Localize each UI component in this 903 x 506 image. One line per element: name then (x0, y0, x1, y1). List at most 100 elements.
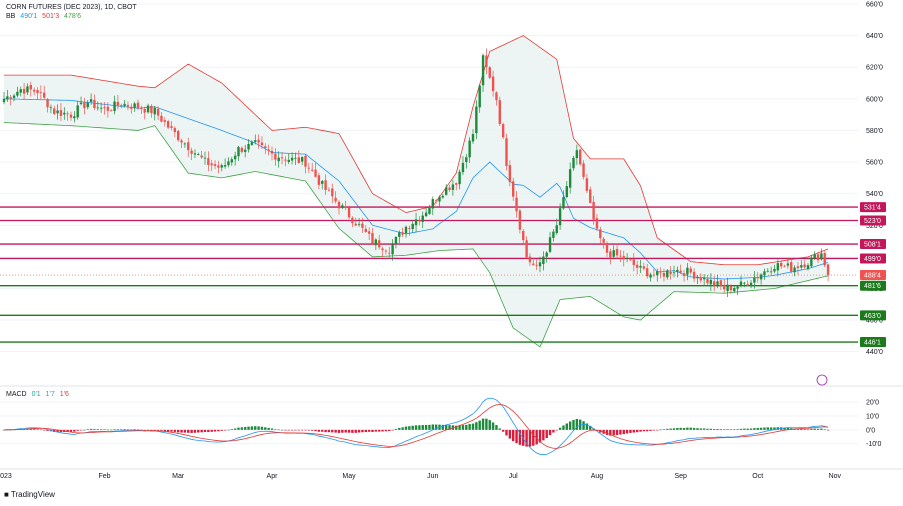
macd-histogram-bar (371, 429, 374, 432)
macd-histogram-bar (491, 422, 495, 430)
macd-pane[interactable] (0, 397, 858, 456)
symbol-title-text: CORN FUTURES (DEC 2023), 1D, CBOT (6, 4, 137, 11)
candle (602, 238, 605, 243)
macd-histogram-bar (240, 427, 244, 430)
macd-histogram-bar (408, 426, 411, 430)
candle (471, 134, 475, 142)
candle (237, 147, 240, 157)
price-label: 531'4 (864, 205, 881, 212)
candle (629, 259, 632, 261)
macd-value-0: 0'1 (31, 391, 41, 398)
candle (441, 195, 445, 198)
macd-histogram-bar (2, 429, 6, 431)
candle (183, 143, 187, 145)
macd-histogram-bar (210, 429, 213, 432)
candle (150, 105, 153, 113)
candle (197, 153, 200, 155)
macd-axis-tick: 20'0 (866, 400, 879, 407)
macd-histogram-bar (672, 428, 676, 430)
price-label-box (860, 310, 886, 321)
candle (113, 101, 116, 112)
macd-histogram-bar (445, 424, 448, 430)
macd-histogram-bar (676, 427, 679, 430)
bb-legend[interactable]: BB 490'1 501'3 478'6 (6, 13, 84, 21)
macd-histogram-bar (361, 429, 364, 433)
candle (766, 270, 769, 272)
macd-histogram-bar (150, 429, 153, 431)
candle (816, 254, 820, 261)
candle (203, 157, 207, 159)
candle (686, 267, 689, 275)
macd-legend[interactable]: MACD 0'1 1'7 1'6 (6, 391, 72, 399)
macd-histogram-bar (475, 422, 478, 430)
macd-histogram-bar (32, 429, 36, 430)
candle (428, 207, 431, 214)
candle (404, 226, 408, 234)
candle (311, 169, 314, 171)
candle (53, 108, 56, 114)
macd-histogram-bar (746, 428, 749, 430)
tradingview-brand: TradingView (10, 490, 55, 499)
candle (820, 253, 823, 260)
macd-histogram-bar (307, 429, 311, 431)
candle (823, 253, 826, 266)
macd-histogram-bar (689, 427, 692, 430)
macd-histogram-bar (267, 427, 270, 430)
macd-histogram-bar (739, 428, 743, 430)
candle (367, 231, 371, 234)
candle (381, 248, 384, 251)
price-label-box (860, 270, 886, 281)
candle (123, 103, 126, 106)
candle (431, 199, 434, 209)
candle (465, 157, 468, 163)
macd-histogram-bar (458, 425, 461, 430)
candle (398, 232, 401, 237)
candle (414, 219, 418, 226)
candle (424, 212, 428, 217)
candle (438, 196, 441, 202)
macd-histogram-bar (46, 429, 49, 431)
candle (451, 184, 455, 190)
macd-histogram-bar (515, 429, 518, 444)
macd-histogram-bar (344, 429, 347, 433)
macd-histogram-bar (187, 429, 190, 433)
macd-histogram-bar (471, 423, 475, 430)
macd-histogram-bar (73, 429, 76, 432)
macd-histogram-bar (709, 428, 713, 430)
candle (662, 272, 666, 277)
candle (719, 280, 723, 286)
candle (615, 249, 619, 256)
candle (713, 281, 716, 286)
time-axis-tick: Nov (829, 473, 842, 480)
macd-histogram-bar (99, 429, 103, 430)
candle (240, 147, 244, 152)
candle (478, 85, 481, 108)
candle (270, 150, 274, 154)
candle (401, 232, 404, 235)
macd-axis-tick: 0'0 (866, 427, 875, 434)
candle (344, 206, 347, 208)
candle (321, 181, 324, 184)
candle (475, 106, 478, 134)
price-axis-tick: 660'0 (866, 2, 883, 9)
price-label: 463'0 (864, 313, 881, 320)
macd-histogram-bar (321, 429, 324, 432)
macd-histogram-bar (806, 429, 810, 430)
macd-histogram-bar (501, 429, 505, 432)
macd-histogram-bar (582, 421, 585, 430)
macd-histogram-bar (394, 429, 398, 430)
macd-histogram-bar (481, 418, 485, 430)
macd-histogram-bar (347, 429, 351, 433)
time-axis-tick: Jun (427, 473, 438, 480)
candle (659, 272, 662, 274)
candle (558, 208, 562, 226)
candle (542, 256, 545, 264)
candle (394, 236, 398, 245)
candle (140, 108, 143, 110)
price-pane[interactable] (0, 3, 858, 353)
macd-histogram-bar (113, 429, 116, 430)
candle (187, 142, 190, 151)
tradingview-logo[interactable]: ■ TradingView (4, 490, 55, 499)
candle (19, 89, 22, 93)
